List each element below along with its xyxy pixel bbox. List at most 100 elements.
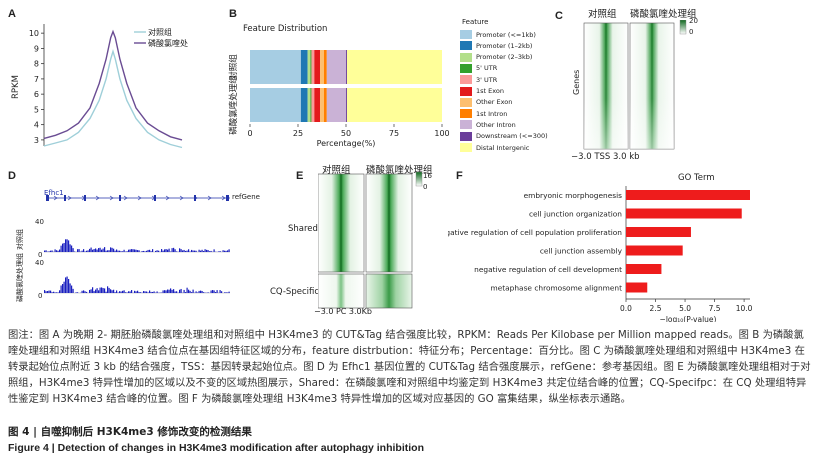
panel-d-signal-bar	[53, 291, 55, 293]
panel-b-xtick-label: 50	[341, 129, 351, 138]
panel-b-legend-label: Promoter (1–2kb)	[476, 41, 533, 50]
panel-d-signal-bar	[57, 292, 59, 293]
panel-f-bar	[626, 190, 750, 200]
panel-e-letter: E	[296, 170, 304, 182]
panel-b-bar-segment	[307, 50, 311, 84]
panel-d-signal-bar	[113, 248, 115, 252]
panel-f-letter: F	[456, 170, 463, 182]
panel-d-signal-bar	[84, 251, 86, 252]
panel-d-signal-bar	[95, 289, 97, 293]
panel-d-signal-bar	[137, 290, 139, 293]
panel-d-signal-bar	[86, 291, 88, 293]
panel-d-signal-bar	[143, 250, 145, 252]
panel-d-signal-bar	[185, 292, 187, 293]
panel-d-strand-arrow	[179, 195, 184, 201]
panel-d-strand-arrow	[109, 195, 114, 201]
panel-d-signal-bar	[69, 244, 71, 252]
panel-d-signal-bar	[84, 291, 86, 293]
panel-d-signal-bar	[77, 292, 79, 293]
panel-d-signal-bar	[219, 251, 221, 252]
panel-d-signal-bar	[204, 249, 206, 252]
panel-d-signal-bar	[186, 287, 188, 293]
panel-d-exon	[154, 195, 156, 201]
panel-b-legend-swatch	[460, 86, 472, 96]
panel-d-signal-bar	[164, 249, 166, 252]
panel-d-signal-bar	[81, 250, 83, 252]
panel-e-col-label-2: 磷酸氯喹处理组	[366, 165, 433, 176]
panel-d-signal-bar	[182, 250, 184, 252]
panel-d-signal-bar	[57, 250, 59, 252]
panel-d-signal-bar	[117, 292, 119, 293]
panel-d-signal-bar	[122, 251, 124, 252]
panel-d-signal-bar	[189, 290, 191, 293]
panel-b-bar-segment	[250, 88, 301, 122]
panel-d-signal-bar	[146, 250, 148, 252]
panel-d-signal-bar	[50, 290, 52, 293]
panel-b-bar-segment	[346, 88, 347, 122]
panel-b-bar-segment	[346, 50, 442, 84]
panel-f-bar	[626, 245, 683, 256]
panel-f-category-label: cell junction assembly	[540, 247, 623, 256]
panel-b-legend-label: 3' UTR	[476, 75, 498, 84]
panel-b-legend-item: 1st Exon	[460, 86, 504, 96]
panel-f-bar-chart: embryonic morphogenesis cell junction org…	[448, 186, 753, 322]
panel-f-bar	[626, 227, 691, 237]
panel-a-ylabel: RPKM	[11, 75, 21, 99]
panel-d-signal-bar	[171, 289, 173, 293]
panel-b-legend-item: 1st Intron	[460, 109, 508, 119]
panel-b-bar-segment	[323, 88, 327, 122]
panel-d-signal-bar	[65, 277, 67, 293]
panel-d-signal-bar	[138, 292, 140, 293]
panel-d-genome-tracks	[44, 195, 230, 294]
panel-e-cq-block-1	[318, 273, 365, 309]
panel-b-legend-item: Downstream (<=300)	[460, 131, 548, 141]
panel-d-signal-bar	[54, 292, 56, 293]
panel-d-strand-arrow	[67, 195, 72, 201]
panel-d-signal-bar	[134, 290, 136, 293]
panel-a-legend-label: 磷酸氯喹处理组	[148, 38, 188, 48]
panel-f-xtick-label: 7.5	[709, 304, 721, 313]
panel-b-bar-segment	[346, 50, 347, 84]
panel-b-legend-label: Promoter (<=1kb)	[476, 30, 536, 39]
panel-b-title: Feature Distribution	[243, 24, 328, 34]
panel-a-series-line-1	[43, 48, 183, 149]
panel-d-signal-bar	[215, 292, 217, 293]
panel-f-xtick-label: 5.0	[679, 304, 691, 313]
panel-d-signal-bar	[209, 251, 211, 252]
panel-d-signal-bar	[131, 249, 133, 252]
panel-d-strand-arrow	[221, 195, 226, 201]
panel-d-signal-bar	[150, 291, 152, 293]
panel-d-signal-bar	[113, 289, 115, 293]
panel-b-legend-swatch	[460, 41, 472, 51]
panel-b-legend-label: Distal Intergenic	[476, 143, 530, 152]
panel-d-signal-bar	[60, 285, 62, 293]
panel-b-legend-label: Downstream (<=300)	[476, 132, 548, 141]
panel-d-signal-bar	[207, 250, 209, 252]
panel-d-signal-bar	[180, 249, 182, 252]
panel-d-signal-bar	[149, 249, 151, 252]
figure-title-cn: 图 4 | 自噬抑制后 H3K4me3 修饰改变的检测结果	[8, 426, 252, 438]
panel-d-signal-bar	[224, 292, 226, 293]
panel-d-signal-bar	[162, 290, 164, 293]
panel-b-legend-label: 1st Intron	[476, 109, 508, 118]
panel-e-xlabel: −3.0 PC 3.0Kb	[314, 307, 372, 316]
panel-d-signal-bar	[131, 290, 133, 293]
panel-d-signal-bar	[144, 291, 146, 293]
panel-d-signal-bar	[44, 290, 46, 293]
panel-d-signal-bar	[110, 247, 112, 252]
panel-d-signal-bar	[158, 250, 160, 252]
panel-d-signal-bar	[195, 291, 197, 293]
panel-d-signal-bar	[50, 250, 52, 252]
panel-b-xtick-label: 75	[389, 129, 399, 138]
panel-d-signal-bar	[86, 250, 88, 252]
panel-d-signal-bar	[146, 291, 148, 293]
panel-d-signal-bar	[179, 289, 181, 293]
panel-d-exon	[64, 195, 66, 201]
panel-d-signal-bar	[107, 250, 109, 252]
panel-a-ytick-label: 5	[34, 105, 39, 114]
panel-d-signal-bar	[66, 276, 68, 293]
panel-d-signal-bar	[165, 249, 167, 252]
panel-d-signal-bar	[117, 250, 119, 252]
panel-d-signal-bar	[92, 287, 94, 293]
